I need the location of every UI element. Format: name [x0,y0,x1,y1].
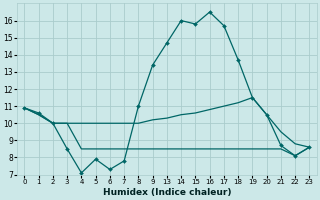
X-axis label: Humidex (Indice chaleur): Humidex (Indice chaleur) [103,188,231,197]
